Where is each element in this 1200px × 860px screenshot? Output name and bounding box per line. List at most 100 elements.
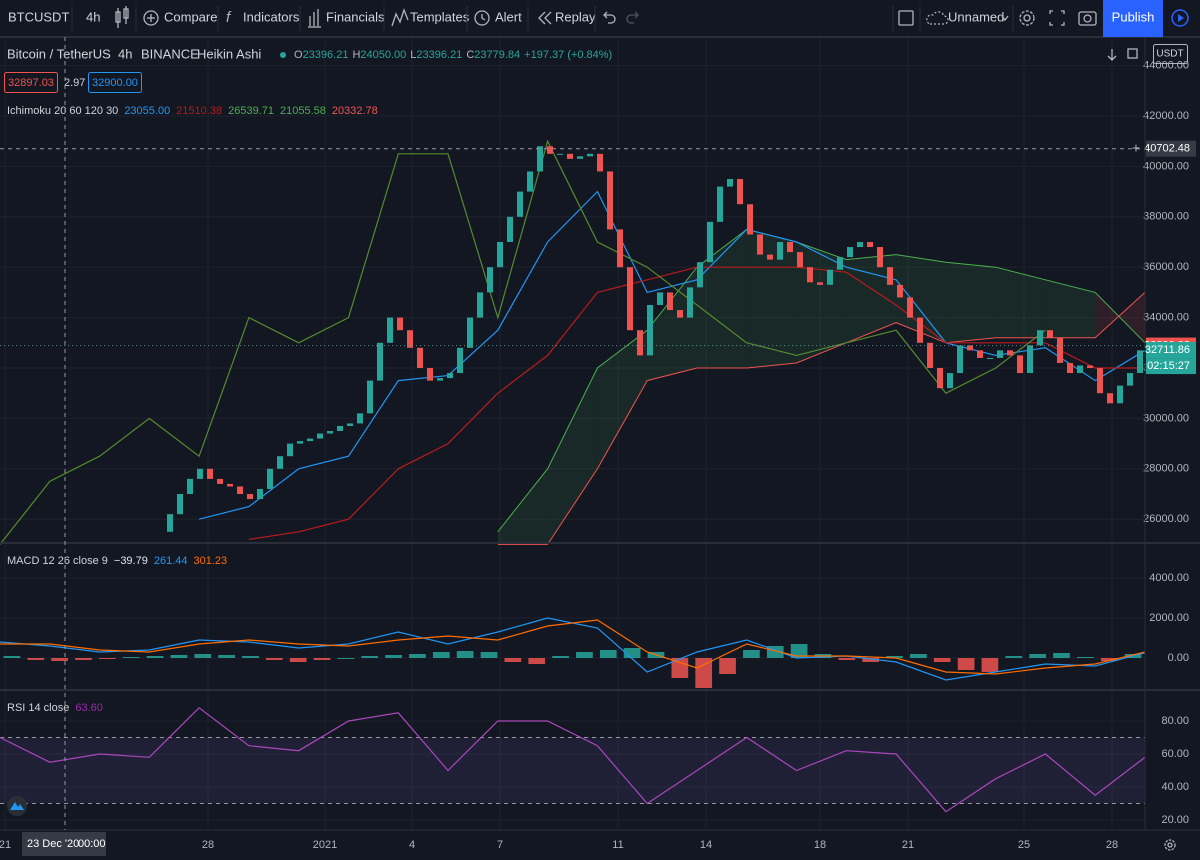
candle <box>1047 330 1053 338</box>
indicators-icon[interactable]: f <box>226 9 232 26</box>
candle <box>857 242 863 248</box>
replay-button[interactable]: Replay <box>555 9 596 24</box>
financials-button[interactable]: Financials <box>326 9 385 24</box>
interval[interactable]: 4h <box>86 9 100 24</box>
layout-dropdown[interactable] <box>1001 15 1009 22</box>
sell-box[interactable] <box>4 72 58 93</box>
candle <box>597 153 603 172</box>
candle <box>277 456 283 469</box>
bid-price[interactable]: 32897.03 <box>8 77 54 89</box>
candle <box>467 317 473 348</box>
histogram-bar <box>576 652 593 658</box>
templates-icon[interactable] <box>391 8 409 27</box>
candle <box>187 478 193 495</box>
undo-icon[interactable] <box>603 11 616 24</box>
rsi-legend: RSI 14 close 63.60 <box>7 702 103 714</box>
candle <box>1027 345 1033 374</box>
histogram-bar <box>3 656 21 658</box>
y-tick-label: 40000.00 <box>1143 160 1189 172</box>
histogram-bar <box>671 658 689 678</box>
candle <box>957 345 963 374</box>
cloud-fill <box>896 254 946 343</box>
cursor-label-bg <box>22 832 106 856</box>
candle <box>517 191 523 217</box>
candle <box>307 438 313 442</box>
candle <box>727 179 733 187</box>
candle <box>647 305 653 356</box>
financials-icon[interactable] <box>308 9 321 28</box>
candle <box>477 292 483 318</box>
indicators-button[interactable]: Indicators <box>243 9 300 24</box>
layout-name[interactable]: Unnamed <box>948 9 1004 24</box>
ask-price[interactable]: 32900.00 <box>92 77 138 89</box>
candle <box>1097 368 1103 394</box>
market-status <box>280 52 286 58</box>
settings-icon[interactable] <box>1019 10 1035 26</box>
cursor-time: 00:00 <box>78 838 106 850</box>
candle <box>327 431 333 434</box>
histogram-bar <box>719 658 736 674</box>
indicator-name: MACD 12 26 close 9 <box>7 555 108 567</box>
histogram-bar <box>1029 654 1047 658</box>
ichimoku-legend: Ichimoku 20 60 120 30 23055.00 21510.38 265… <box>7 105 378 117</box>
candle <box>677 310 683 318</box>
candle <box>527 171 533 192</box>
publish-button[interactable]: Publish <box>1112 9 1155 24</box>
alert-icon[interactable] <box>474 10 490 26</box>
candle <box>427 368 433 381</box>
ohlc-key: O <box>294 49 303 61</box>
toolbar-bg <box>0 0 1200 37</box>
histogram-bar <box>194 654 212 658</box>
candle <box>1117 385 1123 404</box>
candle <box>287 443 293 457</box>
symbol[interactable]: BTCUSDT <box>8 9 69 24</box>
histogram-bar <box>599 650 617 658</box>
snapshot-icon[interactable] <box>1078 11 1097 26</box>
cloud-fill <box>746 229 797 369</box>
replay-icon[interactable] <box>538 11 552 25</box>
pane-buttons[interactable] <box>1107 48 1138 61</box>
plot-layer <box>0 37 1146 830</box>
fullscreen-icon[interactable] <box>1049 10 1065 26</box>
x-tick-label: 11 <box>612 839 623 851</box>
candle <box>817 282 823 285</box>
currency[interactable]: USDT <box>1156 49 1183 60</box>
publish-button-bg[interactable] <box>1103 0 1163 37</box>
histogram-bar <box>1077 657 1094 658</box>
exchange: BINANCE <box>141 46 199 61</box>
stream-icon[interactable] <box>1171 9 1189 27</box>
candle <box>507 216 513 243</box>
candle <box>627 267 633 331</box>
candle <box>337 425 343 432</box>
histogram-bar <box>981 658 999 672</box>
candle <box>487 267 493 293</box>
y-tick-label: 34000.00 <box>1143 312 1189 324</box>
candle <box>767 254 773 260</box>
candle <box>547 146 553 154</box>
histogram-bar <box>743 650 760 658</box>
rsi-band <box>0 737 1145 804</box>
histogram-bar <box>480 652 498 658</box>
data <box>0 139 1146 813</box>
histogram-bar <box>957 658 975 670</box>
candle <box>437 378 443 381</box>
cursor-date: 23 Dec '20 <box>27 838 79 850</box>
compare-icon[interactable] <box>143 10 159 26</box>
chart-style-icon[interactable] <box>115 6 129 28</box>
select-icon[interactable] <box>898 10 914 26</box>
templates-button[interactable]: Templates <box>410 9 470 24</box>
alert-button[interactable]: Alert <box>495 9 522 24</box>
symbol-name: Bitcoin / TetherUS <box>7 46 111 61</box>
cloud-icon[interactable] <box>926 11 949 25</box>
axis-settings-icon[interactable] <box>1164 839 1176 851</box>
currency-box[interactable] <box>1153 44 1188 64</box>
candle <box>987 357 993 359</box>
x-tick-label: 7 <box>497 839 503 851</box>
histogram-bar <box>504 658 522 662</box>
candle <box>377 342 383 381</box>
compare-button[interactable]: Compare <box>164 9 217 24</box>
histogram-bar <box>313 658 331 660</box>
buy-box[interactable] <box>88 72 142 93</box>
candle <box>967 345 973 351</box>
ohlc-values: O23396.21 H24050.00 L23396.21 C23779.84 +197… <box>294 49 612 61</box>
